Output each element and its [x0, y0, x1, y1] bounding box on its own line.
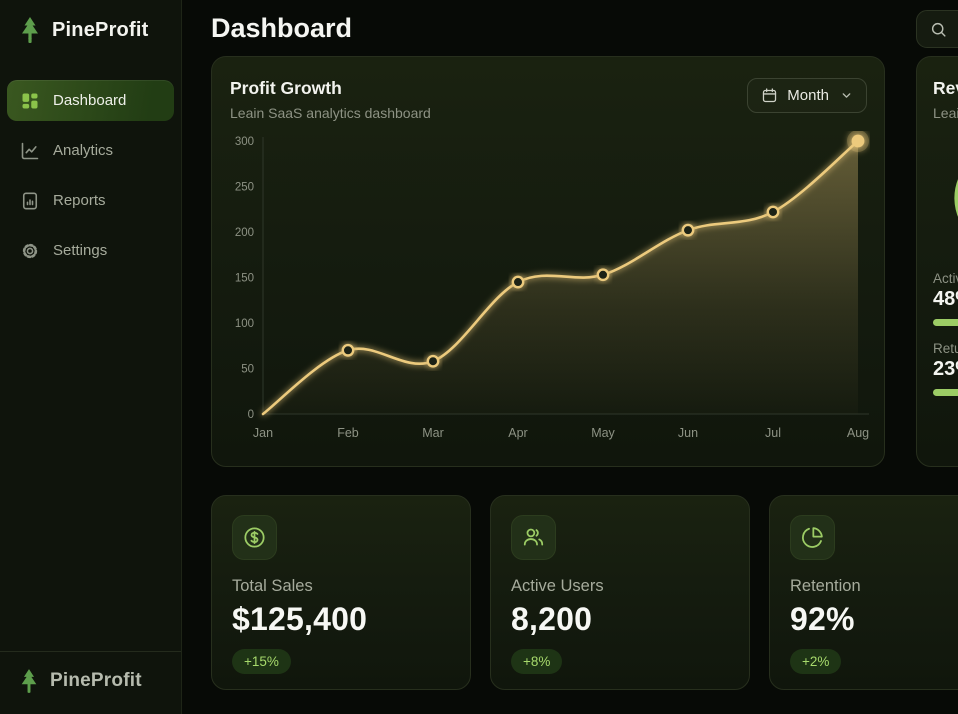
- sidebar-item-dashboard[interactable]: Dashboard: [7, 80, 174, 121]
- svg-text:200: 200: [235, 227, 254, 239]
- stat-label: Retention: [790, 577, 861, 595]
- sidebar-item-settings[interactable]: Settings: [7, 230, 174, 271]
- profit-growth-card: Profit Growth Leain SaaS analytics dashb…: [211, 56, 885, 467]
- svg-text:Mar: Mar: [422, 426, 444, 440]
- side-card-subtitle: Leain SaaS analytics: [933, 105, 958, 121]
- profit-line-chart: 0 50 100 150 200 250 300 Jan Feb Mar Apr May Jun Jul A…: [230, 130, 869, 448]
- profit-card-title: Profit Growth: [230, 78, 342, 98]
- side-stat-label: Active Users: [933, 271, 958, 286]
- sidebar-item-analytics[interactable]: Analytics: [7, 130, 174, 171]
- svg-text:Feb: Feb: [337, 426, 359, 440]
- stat-label: Total Sales: [232, 577, 313, 595]
- side-card-stats: Active Users 48% Returning 23%: [933, 271, 958, 396]
- sidebar-item-label: Settings: [53, 242, 108, 259]
- sidebar-item-label: Analytics: [53, 142, 114, 159]
- delta-badge: +8%: [511, 649, 563, 674]
- side-stat: Active Users 48%: [933, 271, 958, 326]
- progress-track: [933, 319, 958, 326]
- sidebar: PineProfit Dashboard: [0, 0, 182, 714]
- dollar-circle-icon: [232, 515, 277, 560]
- svg-text:50: 50: [241, 364, 254, 376]
- brand-name: PineProfit: [52, 18, 149, 41]
- svg-text:300: 300: [235, 136, 254, 148]
- gear-icon: [20, 241, 40, 261]
- total-sales-card: Total Sales $125,400 +15%: [211, 495, 471, 690]
- profit-card-subtitle: Leain SaaS analytics dashboard: [230, 105, 431, 121]
- sidebar-item-label: Reports: [53, 192, 106, 209]
- stat-value: $125,400: [232, 601, 368, 637]
- side-stat-value: 48%: [933, 288, 958, 310]
- delta-badge: +15%: [232, 649, 291, 674]
- calendar-icon: [761, 87, 778, 104]
- side-stat-value: 23%: [933, 358, 958, 380]
- main-content: Dashboard Profit Growth Leain SaaS analy…: [182, 0, 958, 714]
- side-stat-label: Returning: [933, 341, 958, 356]
- footer-brand-name: PineProfit: [50, 670, 142, 691]
- delta-badge: +2%: [790, 649, 842, 674]
- donut-chart: [945, 137, 958, 259]
- svg-text:0: 0: [248, 409, 254, 421]
- dashboard-grid-icon: [20, 91, 40, 111]
- svg-text:Apr: Apr: [508, 426, 527, 440]
- pine-tree-icon: [18, 668, 40, 694]
- top-cards-row: Profit Growth Leain SaaS analytics dashb…: [211, 56, 958, 467]
- active-users-card: Active Users 8,200 +8%: [490, 495, 750, 690]
- progress-track: [933, 389, 958, 396]
- revenue-side-card: Revenue Leain SaaS analytics Active User…: [916, 56, 958, 467]
- page-title: Dashboard: [211, 13, 353, 43]
- svg-text:Aug: Aug: [847, 426, 869, 440]
- chevron-down-icon: [840, 89, 853, 102]
- profit-card-header: Profit Growth Leain SaaS analytics dashb…: [230, 78, 867, 121]
- period-label: Month: [787, 87, 829, 104]
- svg-text:150: 150: [235, 273, 254, 285]
- side-stat: Returning 23%: [933, 341, 958, 396]
- sidebar-item-label: Dashboard: [53, 92, 127, 109]
- period-dropdown[interactable]: Month: [747, 78, 867, 113]
- side-progress-fill: [933, 319, 958, 326]
- svg-text:250: 250: [235, 182, 254, 194]
- stat-value: 8,200: [511, 601, 593, 637]
- search-icon: [929, 20, 948, 39]
- line-chart-icon: [20, 141, 40, 161]
- svg-text:Jul: Jul: [765, 426, 781, 440]
- side-card-title: Revenue: [933, 78, 958, 98]
- sidebar-nav: Dashboard Analytics Re: [0, 80, 181, 271]
- search-button[interactable]: [916, 10, 958, 48]
- svg-text:Jun: Jun: [678, 426, 698, 440]
- brand: PineProfit: [0, 0, 181, 58]
- report-file-icon: [20, 191, 40, 211]
- sidebar-item-reports[interactable]: Reports: [7, 180, 174, 221]
- side-progress-fill: [933, 389, 958, 396]
- stat-cards-row: Total Sales $125,400 +15% Active Users 8…: [211, 495, 958, 690]
- svg-text:Jan: Jan: [253, 426, 273, 440]
- stat-value: 92%: [790, 601, 855, 637]
- retention-card: Retention 92% +2%: [769, 495, 958, 690]
- users-icon: [511, 515, 556, 560]
- svg-text:May: May: [591, 426, 615, 440]
- svg-text:100: 100: [235, 318, 254, 330]
- pine-tree-icon: [18, 16, 42, 44]
- pie-chart-icon: [790, 515, 835, 560]
- sidebar-footer-brand: PineProfit: [0, 651, 181, 714]
- stat-label: Active Users: [511, 577, 604, 595]
